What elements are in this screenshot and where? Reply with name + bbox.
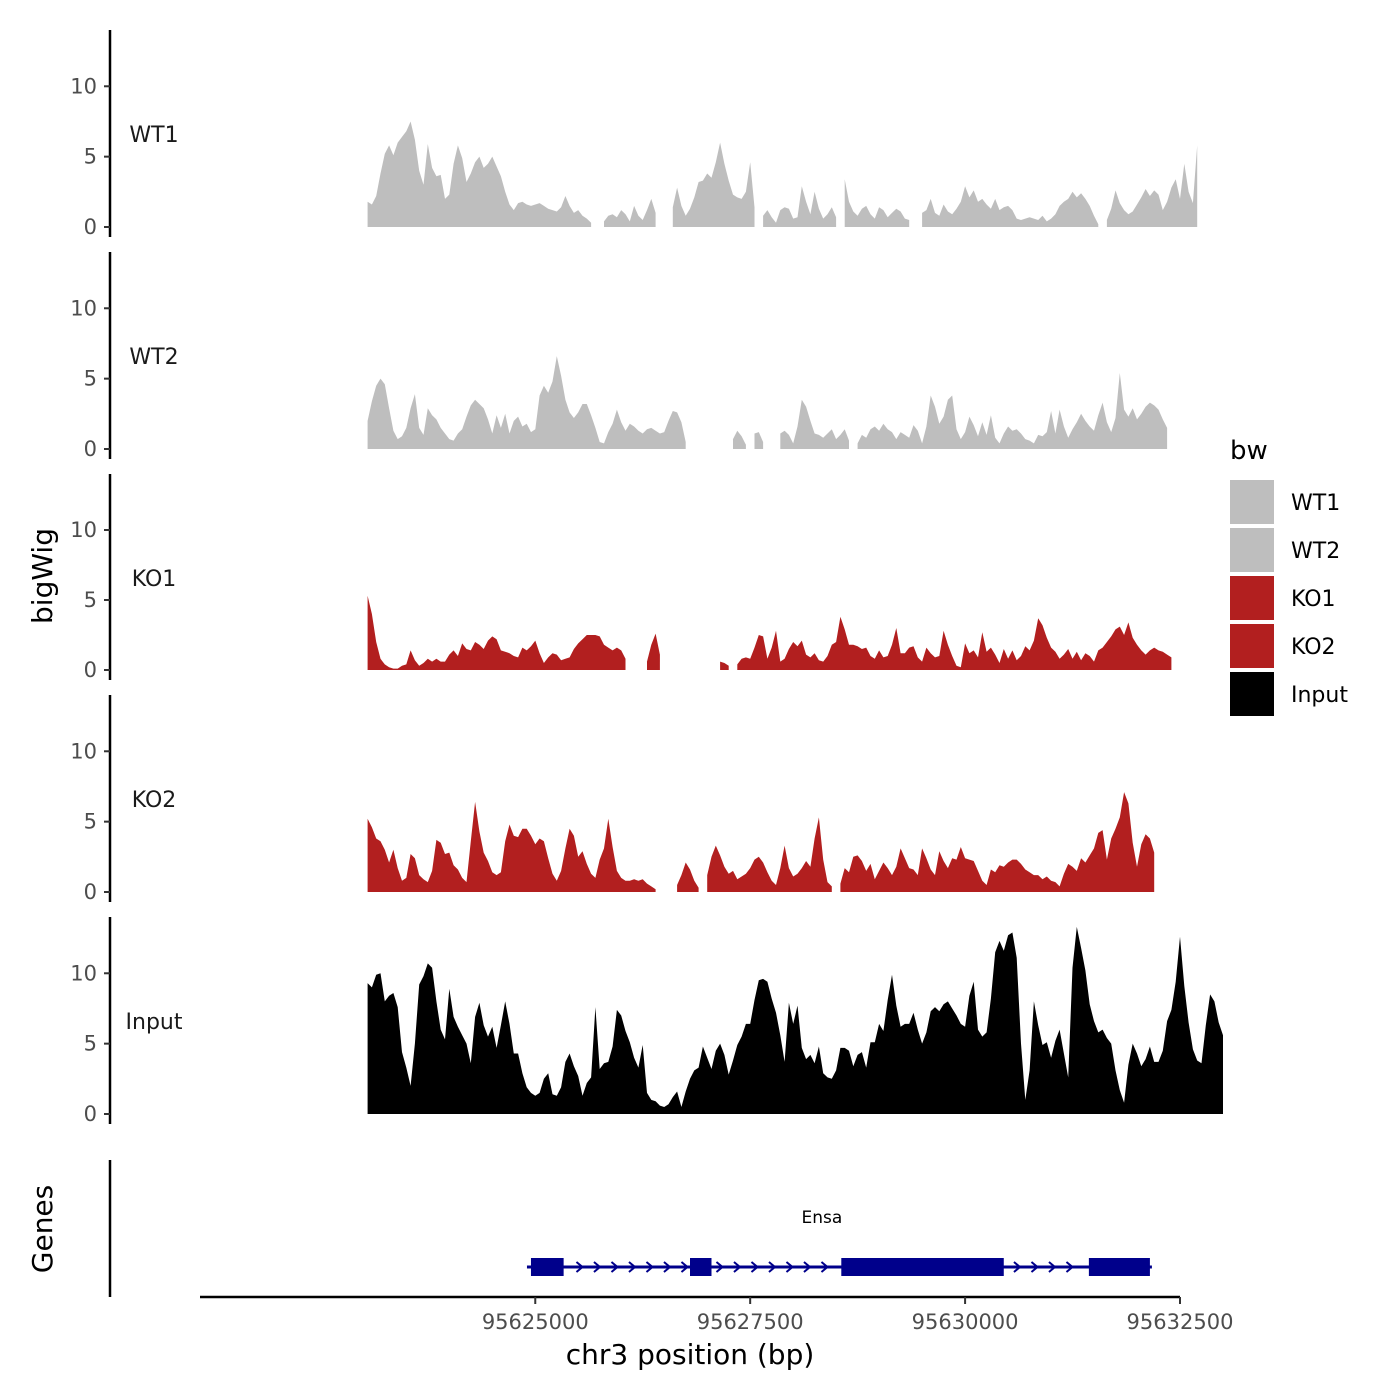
y-tick-label: 0	[84, 437, 97, 461]
strand-arrow	[610, 1261, 620, 1273]
strand-arrow	[768, 1261, 777, 1273]
y-axis-title: bigWig	[26, 528, 59, 624]
coverage-area	[737, 616, 1172, 670]
legend-key-wt2	[1230, 528, 1274, 572]
legend-label-ko2: KO2	[1291, 635, 1336, 660]
coverage-area	[367, 356, 686, 449]
strand-arrow	[628, 1261, 637, 1273]
coverage-area	[922, 186, 1099, 227]
x-tick-label: 95625000	[482, 1310, 589, 1334]
x-axis: 95625000 95627500 95630000 95632500	[200, 1295, 1234, 1334]
coverage-area	[780, 399, 849, 449]
x-tick-label: 95627500	[697, 1310, 804, 1334]
legend-key-ko2	[1230, 624, 1274, 668]
coverage-area	[763, 186, 837, 227]
coverage-area	[677, 862, 699, 892]
strand-arrow	[1065, 1261, 1075, 1273]
coverage-area	[672, 142, 755, 227]
y-tick-label: 5	[84, 367, 97, 391]
coverage-area	[367, 595, 626, 670]
strand-arrow	[1048, 1261, 1057, 1273]
legend-label-wt2: WT2	[1291, 539, 1340, 564]
strand-arrow	[1013, 1261, 1022, 1273]
y-tick-label: 5	[84, 145, 97, 169]
legend-key-input	[1230, 672, 1274, 716]
strand-arrow	[680, 1261, 690, 1273]
coverage-area	[720, 661, 729, 670]
legend-label-ko1: KO1	[1291, 587, 1336, 612]
y-tick-label: 0	[84, 215, 97, 239]
track-label: Input	[126, 1010, 183, 1035]
y-tick-label: 0	[84, 1102, 97, 1126]
gene-exon	[530, 1258, 564, 1276]
y-tick-label: 10	[70, 74, 97, 98]
track-label: WT1	[129, 123, 178, 148]
track-wt2: 0 5 10 WT2	[70, 252, 1168, 461]
legend-title: bw	[1230, 436, 1268, 466]
legend-key-wt1	[1230, 480, 1274, 524]
strand-arrow	[750, 1261, 760, 1273]
x-tick-label: 95630000	[912, 1310, 1019, 1334]
legend-label-wt1: WT1	[1291, 491, 1340, 516]
strand-arrow	[593, 1261, 602, 1273]
coverage-tracks: 0 5 10 WT1 0 5 10 WT2 0 5 10 KO1 0 5 10 KO2 0 5 10 Input	[70, 30, 1224, 1126]
strand-arrow	[820, 1261, 830, 1273]
y-tick-label: 0	[84, 658, 97, 682]
strand-arrow	[715, 1261, 725, 1273]
x-tick-label: 95632500	[1127, 1310, 1234, 1334]
gene-exon	[1088, 1258, 1150, 1276]
y-tick-label: 5	[84, 810, 97, 834]
coverage-area	[367, 801, 656, 892]
track-ko2: 0 5 10 KO2	[70, 695, 1155, 904]
legend: bw WT1 WT2 KO1 KO2 Input	[1230, 436, 1348, 716]
coverage-area	[733, 430, 746, 449]
track-label: KO1	[132, 567, 177, 592]
coverage-area	[647, 633, 660, 670]
coverage-area	[840, 792, 1155, 892]
strand-arrow	[663, 1261, 672, 1273]
y-tick-label: 10	[70, 739, 97, 763]
gene-exon	[841, 1258, 1004, 1276]
track-label: KO2	[132, 788, 177, 813]
y-tick-label: 10	[70, 518, 97, 542]
coverage-area	[857, 373, 1168, 449]
y-tick-label: 5	[84, 1032, 97, 1056]
legend-label-input: Input	[1291, 683, 1348, 708]
y-tick-label: 5	[84, 588, 97, 612]
gene-track: Ensa	[108, 1160, 1152, 1297]
strand-arrow	[1030, 1261, 1040, 1273]
y-tick-label: 0	[84, 880, 97, 904]
coverage-area	[754, 432, 764, 449]
coverage-area	[707, 817, 832, 892]
coverage-area	[367, 121, 592, 227]
gene-exon	[690, 1258, 712, 1276]
legend-key-ko1	[1230, 576, 1274, 620]
track-label: WT2	[129, 345, 178, 370]
coverage-area	[1106, 145, 1198, 227]
genes-axis-title: Genes	[26, 1185, 59, 1273]
strand-arrow	[645, 1261, 655, 1273]
strand-arrow	[733, 1261, 742, 1273]
gene-name-label: Ensa	[801, 1208, 842, 1228]
coverage-area	[604, 198, 656, 227]
coverage-area	[367, 926, 1224, 1114]
y-tick-label: 10	[70, 296, 97, 320]
y-tick-label: 10	[70, 961, 97, 985]
strand-arrow	[803, 1261, 812, 1273]
x-axis-title: chr3 position (bp)	[566, 1338, 815, 1371]
coverage-area	[844, 179, 910, 227]
track-input: 0 5 10 Input	[70, 917, 1224, 1126]
strand-arrow	[785, 1261, 795, 1273]
track-wt1: 0 5 10 WT1	[70, 30, 1198, 239]
strand-arrow	[575, 1261, 585, 1273]
track-ko1: 0 5 10 KO1	[70, 474, 1172, 682]
